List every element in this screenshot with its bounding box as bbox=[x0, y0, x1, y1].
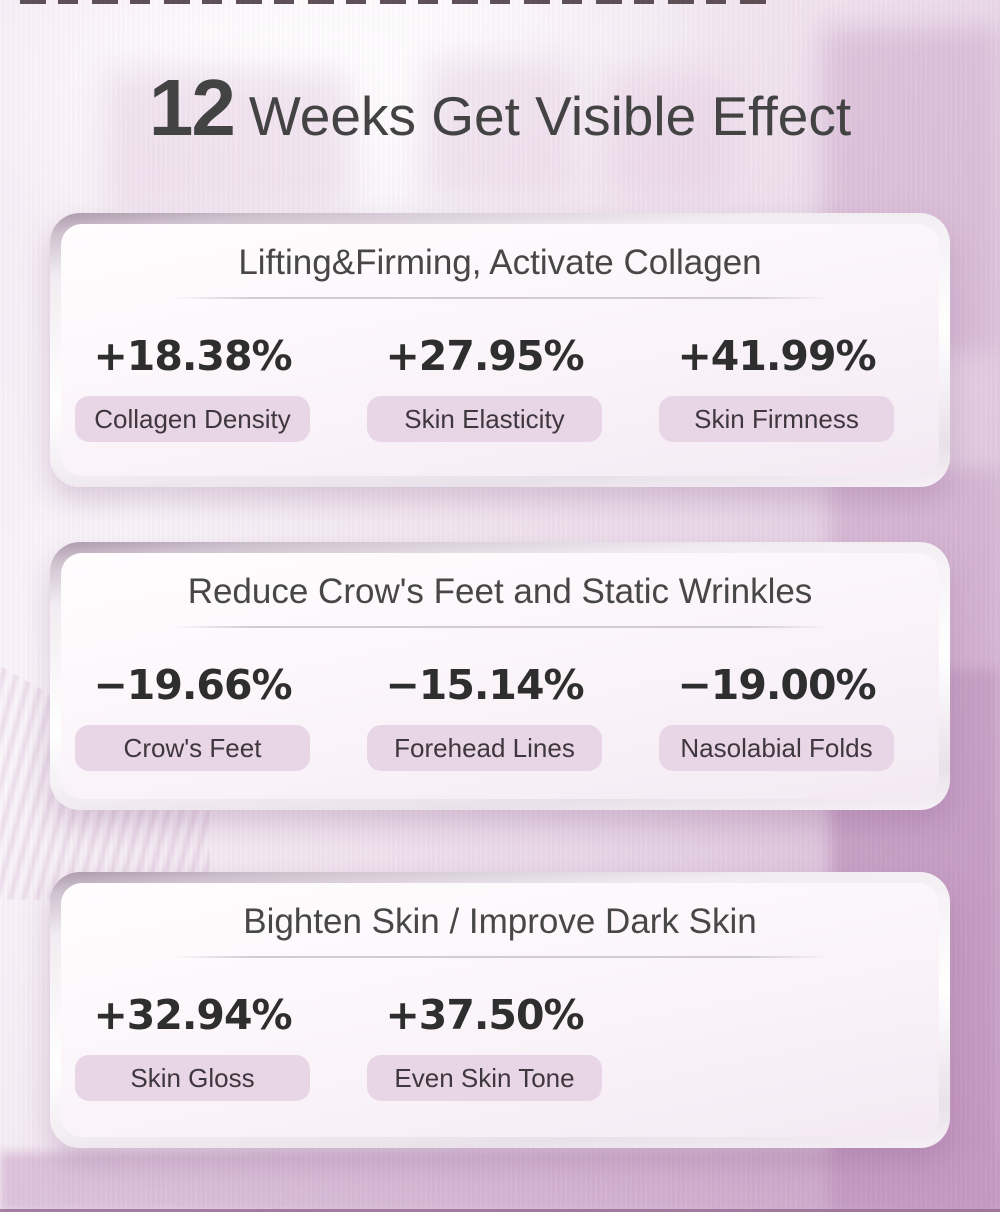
stat-label-pill: Forehead Lines bbox=[367, 725, 602, 772]
title-divider bbox=[172, 956, 828, 958]
stat-label: Nasolabial Folds bbox=[680, 733, 873, 764]
stats-row: +18.38% Collagen Density +27.95% Skin El… bbox=[61, 332, 939, 443]
page-title: 12 Weeks Get Visible Effect bbox=[0, 68, 1000, 148]
stat-value: +32.94% bbox=[93, 991, 292, 1039]
stat-label-pill: Crow's Feet bbox=[75, 725, 310, 772]
stat-label: Collagen Density bbox=[94, 404, 291, 435]
benefit-card-lifting-firming: Lifting&Firming, Activate Collagen +18.3… bbox=[50, 213, 950, 487]
stat-item: −15.14% Forehead Lines bbox=[367, 661, 602, 772]
stat-item: −19.00% Nasolabial Folds bbox=[659, 661, 894, 772]
stat-value: +37.50% bbox=[385, 991, 584, 1039]
stat-label: Even Skin Tone bbox=[394, 1063, 575, 1094]
card-title: Lifting&Firming, Activate Collagen bbox=[238, 243, 762, 282]
card-title: Bighten Skin / Improve Dark Skin bbox=[243, 902, 757, 941]
stat-item: +32.94% Skin Gloss bbox=[75, 991, 310, 1102]
background-band-bottom bbox=[0, 1152, 1000, 1212]
stat-label-pill: Nasolabial Folds bbox=[659, 725, 894, 772]
stat-label-pill: Skin Gloss bbox=[75, 1055, 310, 1102]
page-title-number: 12 bbox=[148, 63, 236, 152]
page-title-text: Weeks Get Visible Effect bbox=[248, 85, 852, 147]
stat-item: +18.38% Collagen Density bbox=[75, 332, 310, 443]
stat-label: Skin Elasticity bbox=[404, 404, 565, 435]
card-title: Reduce Crow's Feet and Static Wrinkles bbox=[187, 572, 813, 611]
stat-value: +41.99% bbox=[677, 332, 876, 380]
stat-value: −15.14% bbox=[385, 661, 584, 709]
stat-label: Skin Firmness bbox=[694, 404, 859, 435]
stat-label-pill: Even Skin Tone bbox=[367, 1055, 602, 1102]
benefit-card-reduce-wrinkles: Reduce Crow's Feet and Static Wrinkles −… bbox=[50, 542, 950, 810]
stat-item: +27.95% Skin Elasticity bbox=[367, 332, 602, 443]
card-body: Lifting&Firming, Activate Collagen +18.3… bbox=[61, 224, 939, 476]
title-divider bbox=[172, 297, 828, 299]
stat-value: +27.95% bbox=[385, 332, 584, 380]
stat-item: +41.99% Skin Firmness bbox=[659, 332, 894, 443]
stat-label-pill: Skin Firmness bbox=[659, 396, 894, 443]
card-body: Reduce Crow's Feet and Static Wrinkles −… bbox=[61, 553, 939, 799]
stat-value: −19.00% bbox=[677, 661, 876, 709]
stat-label: Skin Gloss bbox=[130, 1063, 255, 1094]
stat-label-pill: Skin Elasticity bbox=[367, 396, 602, 443]
stat-label: Forehead Lines bbox=[394, 733, 575, 764]
stat-item: +37.50% Even Skin Tone bbox=[367, 991, 602, 1102]
top-cropped-text-dashes bbox=[20, 0, 772, 4]
stat-value: −19.66% bbox=[93, 661, 292, 709]
card-body: Bighten Skin / Improve Dark Skin +32.94%… bbox=[61, 883, 939, 1137]
stat-value: +18.38% bbox=[93, 332, 292, 380]
stat-label: Crow's Feet bbox=[123, 733, 262, 764]
stat-label-pill: Collagen Density bbox=[75, 396, 310, 443]
title-divider bbox=[172, 626, 828, 628]
stat-item: −19.66% Crow's Feet bbox=[75, 661, 310, 772]
stats-row: +32.94% Skin Gloss +37.50% Even Skin Ton… bbox=[61, 991, 939, 1102]
stats-row: −19.66% Crow's Feet −15.14% Forehead Lin… bbox=[61, 661, 939, 772]
benefit-card-brighten-skin: Bighten Skin / Improve Dark Skin +32.94%… bbox=[50, 872, 950, 1148]
